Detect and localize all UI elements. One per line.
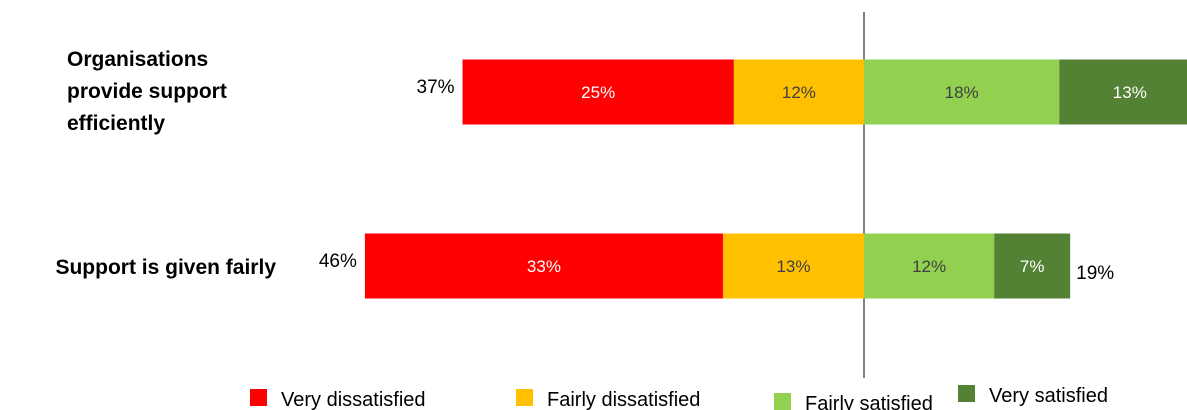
bar-data-label: 13% <box>776 257 810 276</box>
legend-label: Fairly satisfied <box>805 393 933 410</box>
bar-segment <box>462 59 734 125</box>
bar-segment <box>994 233 1071 299</box>
bar-data-label: 25% <box>581 83 615 102</box>
category-label-line: Organisations <box>67 48 208 71</box>
legend-swatch <box>774 393 791 410</box>
positive-total-label: 19% <box>1076 263 1114 284</box>
bar-data-label: 7% <box>1020 257 1045 276</box>
bar-data-label: 12% <box>912 257 946 276</box>
bar-segment <box>722 233 864 299</box>
bar-data-label: 12% <box>782 83 816 102</box>
legend-label: Very dissatisfied <box>281 389 426 410</box>
legend-swatch <box>250 389 267 406</box>
bar-segment <box>1059 59 1187 125</box>
bar-segment <box>733 59 864 125</box>
bar-segment <box>864 233 995 299</box>
bar-segment <box>864 59 1060 125</box>
legend-swatch <box>516 389 533 406</box>
category-label-line: provide support <box>67 80 227 103</box>
legend-label: Fairly dissatisfied <box>547 389 700 410</box>
bar-data-label: 33% <box>527 257 561 276</box>
category-label-line: efficiently <box>67 112 165 135</box>
category-label: Support is given fairly <box>55 256 276 279</box>
negative-total-label: 37% <box>417 77 455 98</box>
negative-total-label: 46% <box>319 251 357 272</box>
legend-label: Very satisfied <box>989 385 1108 407</box>
bar-segment <box>364 233 723 299</box>
legend-swatch <box>958 385 975 402</box>
bar-data-label: 13% <box>1113 83 1147 102</box>
bar-data-label: 18% <box>945 83 979 102</box>
